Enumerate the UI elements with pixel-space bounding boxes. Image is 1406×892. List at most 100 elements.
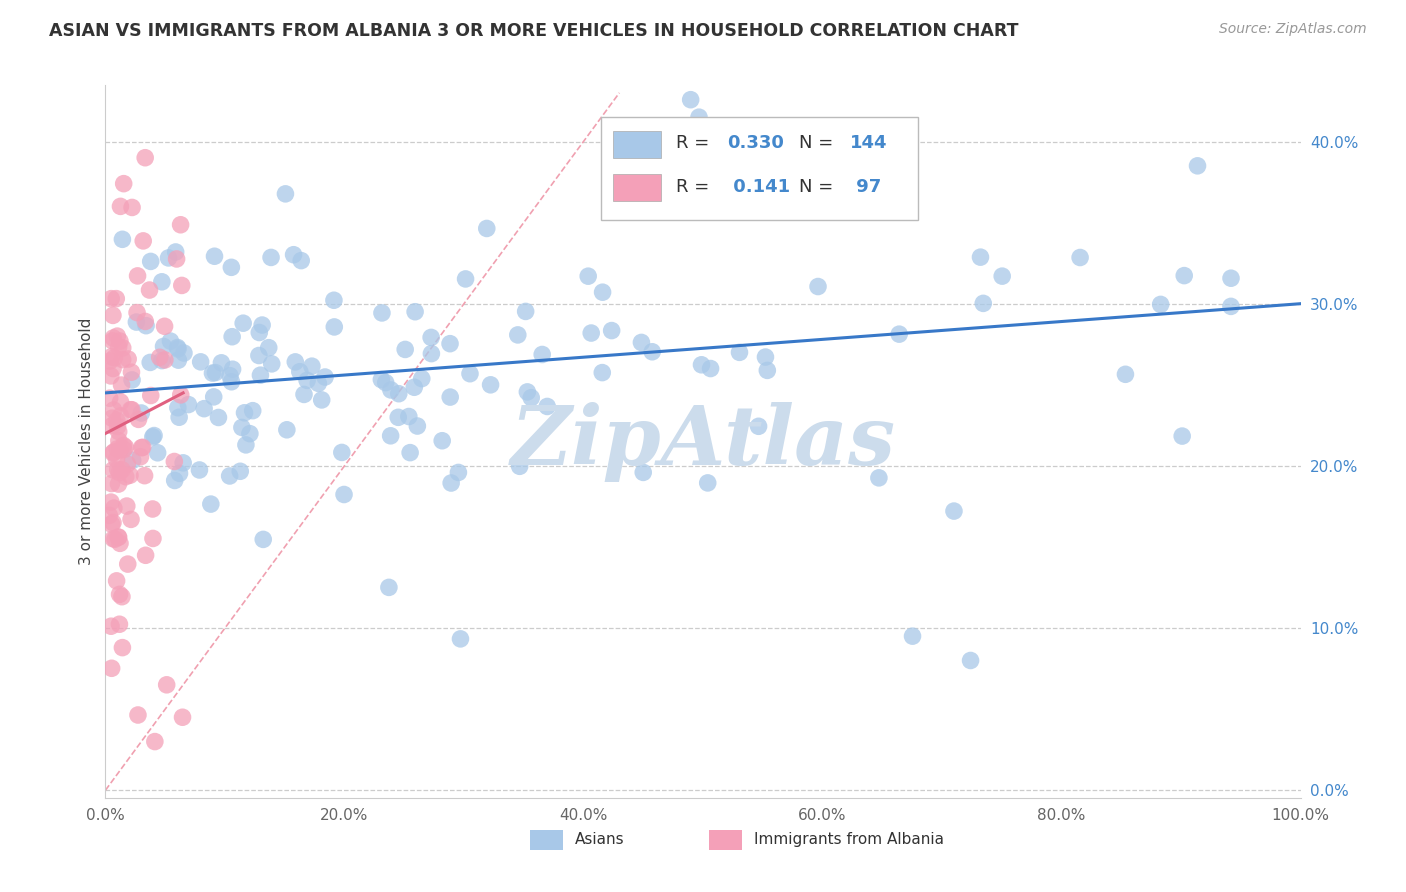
Point (107, 419, 129, 434)
Point (131, 440, 153, 454)
Point (475, 221, 498, 235)
Point (135, 318, 157, 333)
Point (314, 370, 336, 384)
Text: Source: ZipAtlas.com: Source: ZipAtlas.com (1219, 22, 1367, 37)
Point (371, 306, 394, 320)
Point (101, 411, 124, 425)
Point (121, 201, 143, 215)
Text: 97: 97 (851, 178, 882, 195)
Point (111, 590, 134, 604)
Point (121, 402, 143, 417)
Point (105, 329, 128, 343)
Point (901, 629, 924, 643)
Point (105, 292, 128, 306)
Point (404, 304, 426, 318)
Point (679, 93, 702, 107)
Point (98, 391, 121, 405)
Point (754, 350, 776, 364)
Point (118, 468, 141, 483)
Point (103, 403, 125, 417)
Point (249, 368, 271, 383)
Point (690, 358, 713, 372)
Point (167, 353, 190, 368)
Point (105, 452, 128, 467)
Point (104, 532, 127, 546)
Point (218, 469, 240, 483)
Point (101, 309, 124, 323)
Point (506, 327, 529, 342)
Text: 0.141: 0.141 (727, 178, 790, 195)
Point (127, 268, 149, 283)
Point (600, 324, 623, 338)
Point (404, 380, 426, 394)
Point (156, 678, 179, 692)
Point (531, 347, 554, 361)
Point (301, 359, 323, 374)
Point (283, 248, 305, 262)
Point (295, 373, 318, 387)
Point (105, 413, 128, 427)
Point (142, 430, 165, 444)
Point (380, 383, 402, 397)
Point (166, 401, 188, 415)
Text: N =: N = (799, 178, 838, 195)
Point (131, 441, 153, 455)
Point (450, 632, 472, 646)
Point (142, 532, 165, 546)
Point (579, 326, 602, 340)
Point (101, 361, 124, 376)
Point (479, 377, 502, 392)
Point (108, 587, 131, 601)
Point (454, 272, 477, 286)
Point (146, 446, 169, 460)
Point (103, 445, 125, 459)
Point (166, 341, 188, 355)
Point (235, 438, 257, 452)
Point (163, 454, 186, 468)
Point (138, 283, 160, 297)
Text: ASIAN VS IMMIGRANTS FROM ALBANIA 3 OR MORE VEHICLES IN HOUSEHOLD CORRELATION CHA: ASIAN VS IMMIGRANTS FROM ALBANIA 3 OR MO… (49, 22, 1019, 40)
Point (969, 250, 991, 264)
Point (1187, 159, 1209, 173)
Point (103, 331, 125, 345)
Point (142, 502, 165, 516)
Point (536, 400, 558, 414)
Point (260, 357, 283, 371)
Point (125, 315, 148, 329)
Point (100, 495, 122, 509)
Point (440, 475, 463, 490)
Point (177, 398, 200, 412)
Point (972, 296, 994, 310)
Point (101, 418, 124, 433)
Point (159, 334, 181, 348)
Point (100, 619, 122, 633)
Point (516, 384, 538, 399)
Point (696, 475, 718, 490)
Point (117, 457, 139, 471)
Text: ZipAtlas: ZipAtlas (510, 401, 896, 482)
Point (592, 285, 614, 300)
Bar (613, 131, 661, 158)
Point (112, 177, 135, 191)
Point (411, 371, 433, 385)
Point (1069, 251, 1091, 265)
Point (120, 512, 142, 526)
Point (108, 443, 131, 458)
FancyBboxPatch shape (602, 117, 918, 220)
Point (139, 355, 162, 369)
Point (149, 351, 172, 365)
Point (165, 244, 187, 259)
Point (100, 661, 122, 675)
Point (807, 279, 830, 293)
Point (991, 269, 1014, 284)
Point (257, 341, 280, 355)
Point (439, 336, 461, 351)
Point (101, 446, 124, 460)
Point (810, 143, 832, 157)
Point (132, 234, 155, 248)
Point (284, 355, 307, 369)
Point (786, 177, 808, 191)
Point (188, 463, 211, 477)
Point (107, 530, 129, 544)
Point (166, 252, 188, 266)
